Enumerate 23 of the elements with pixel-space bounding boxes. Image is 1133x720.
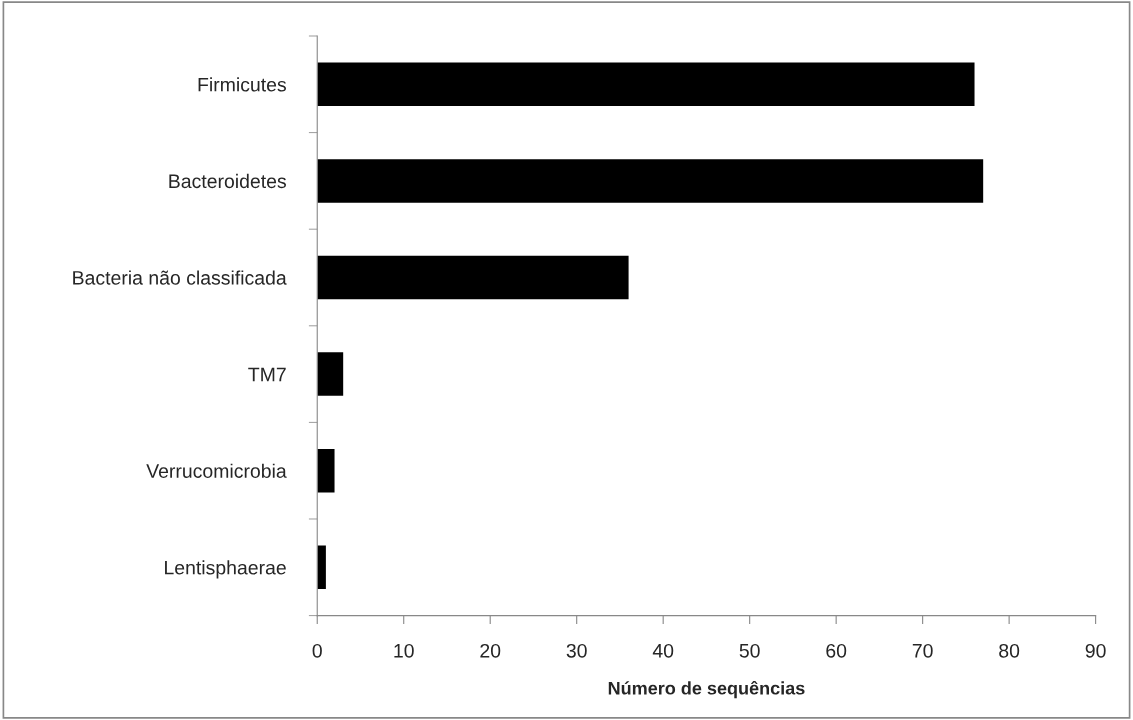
x-tick-label: 20	[480, 643, 501, 658]
y-tick-label: Bacteria não classificada	[73, 270, 287, 285]
x-tick-label: 60	[826, 643, 847, 658]
x-tick-label: 80	[999, 643, 1020, 658]
x-axis-title: Número de sequências	[608, 680, 805, 699]
bar	[317, 448, 335, 493]
bar	[317, 62, 975, 107]
bar	[317, 159, 984, 203]
y-tick-label: Lentisphaerae	[165, 560, 286, 579]
x-tick-label: 90	[1085, 643, 1106, 658]
x-tick-label: 0	[312, 643, 322, 658]
bar	[317, 352, 344, 396]
x-tick-label: 70	[912, 643, 933, 658]
y-tick-label: Firmicutes	[198, 77, 286, 92]
x-tick-label: 40	[652, 643, 674, 658]
x-tick-label: 10	[394, 643, 414, 658]
x-tick-label: 50	[739, 643, 760, 658]
y-tick-label: TM7	[248, 367, 286, 382]
bar	[317, 255, 629, 300]
bar	[317, 545, 326, 590]
y-tick-label: Bacteroidetes	[169, 173, 286, 189]
y-tick-label: Verrucomicrobia	[146, 463, 287, 478]
x-tick-label: 30	[566, 643, 587, 658]
